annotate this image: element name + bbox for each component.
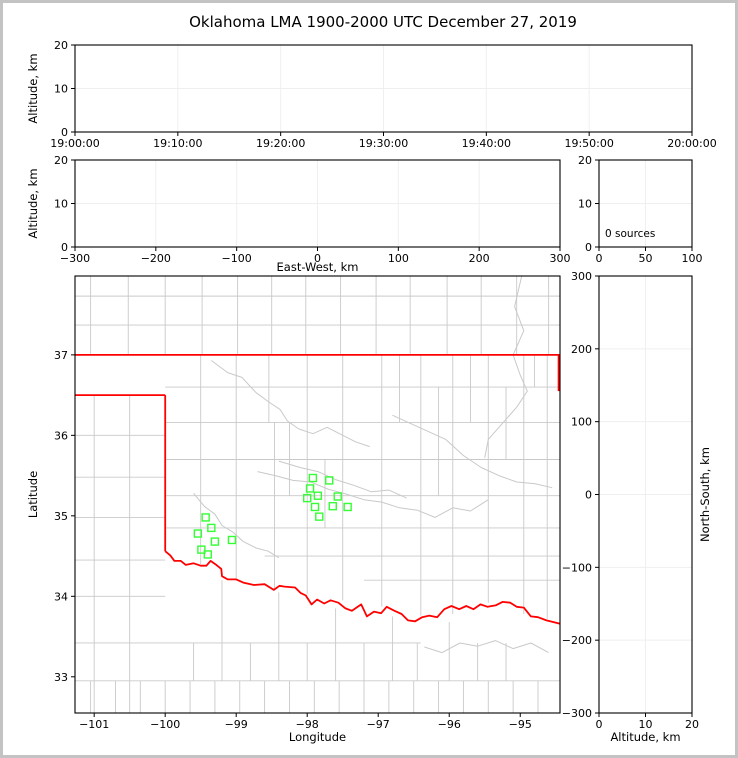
y-tick-label: 36 <box>54 429 68 442</box>
x-tick-label: −300 <box>60 252 90 265</box>
y-tick-label: 20 <box>54 154 68 167</box>
panel-alt-histogram: 0 50 100 0 10 20 0 sources <box>578 154 703 265</box>
y-tick-label: 33 <box>54 671 68 684</box>
river-line <box>193 492 280 559</box>
x-axis-label: East-West, km <box>277 260 359 274</box>
x-tick-label: 100 <box>388 252 409 265</box>
panel-plan-view: −101 −100 −99 −98 −97 −96 −95 33 34 35 36 37 Longitu… <box>26 275 561 744</box>
panel-ns-height: 0 10 20 −300 −200 −100 0 100 200 300 Altitude, km N… <box>562 270 712 744</box>
source-point <box>203 550 212 559</box>
source-point <box>325 476 334 485</box>
x-tick-label: 50 <box>639 252 653 265</box>
river-line <box>278 460 407 499</box>
y-tick-label: 34 <box>54 590 68 603</box>
plot-area: 19:00:00 19:10:00 19:20:00 19:30:00 19:40:00… <box>26 39 717 744</box>
y-tick-label: 35 <box>54 510 68 523</box>
x-tick-label: 19:40:00 <box>462 137 511 150</box>
figure-title: Oklahoma LMA 1900-2000 UTC December 27, … <box>189 13 577 31</box>
y-tick-label: 10 <box>578 198 592 211</box>
y-tick-label: 200 <box>571 343 592 356</box>
x-tick-label: 0 <box>596 718 603 731</box>
source-point <box>343 502 352 512</box>
x-tick-label: 19:20:00 <box>256 137 305 150</box>
y-tick-label: 300 <box>571 270 592 283</box>
y-tick-label: 100 <box>571 416 592 429</box>
x-axis-label: Altitude, km <box>610 730 680 744</box>
x-tick-label: 10 <box>639 718 653 731</box>
y-tick-label: 0 <box>585 489 592 502</box>
y-axis-label-right: North-South, km <box>698 447 712 542</box>
source-point <box>197 545 206 554</box>
y-axis-label: Altitude, km <box>26 53 40 123</box>
map-layers <box>75 276 560 713</box>
x-tick-label: −100 <box>150 718 180 731</box>
x-tick-label: −95 <box>509 718 532 731</box>
source-point <box>313 491 323 500</box>
sources-count-label: 0 sources <box>605 228 655 240</box>
panel-ew-height: −300 −200 −100 0 100 200 300 0 10 20 East-West, km… <box>26 154 571 274</box>
source-point <box>333 492 342 501</box>
y-tick-label: 0 <box>61 241 68 254</box>
river-line <box>392 414 553 489</box>
y-tick-label: 10 <box>54 83 68 96</box>
y-tick-label: 10 <box>54 198 68 211</box>
y-tick-label: 0 <box>585 241 592 254</box>
source-point <box>210 537 220 546</box>
x-tick-label: −97 <box>367 718 390 731</box>
x-tick-label: −96 <box>438 718 461 731</box>
river-line <box>257 471 489 518</box>
panel-border <box>74 275 561 714</box>
y-axis-label: Altitude, km <box>26 168 40 238</box>
x-axis-label: Longitude <box>289 730 346 744</box>
x-tick-label: −100 <box>222 252 252 265</box>
x-tick-label: 19:50:00 <box>564 137 613 150</box>
source-point <box>315 512 324 521</box>
river-line <box>211 360 370 448</box>
river-line <box>484 276 528 458</box>
source-point <box>207 523 216 533</box>
y-tick-label: −100 <box>562 561 592 574</box>
x-tick-label: 100 <box>682 252 703 265</box>
source-point <box>305 484 315 493</box>
x-tick-label: 200 <box>469 252 490 265</box>
y-axis-label: Latitude <box>26 471 40 518</box>
y-tick-label: −300 <box>562 707 592 720</box>
x-tick-label: 20 <box>685 718 699 731</box>
x-tick-label: 0 <box>596 252 603 265</box>
panel-time-height: 19:00:00 19:10:00 19:20:00 19:30:00 19:40:00… <box>26 39 717 150</box>
source-point <box>201 513 210 522</box>
state-border <box>164 550 560 625</box>
source-point <box>308 473 318 483</box>
x-tick-label: −101 <box>79 718 109 731</box>
x-tick-label: 0 <box>314 252 321 265</box>
y-tick-label: 20 <box>54 39 68 52</box>
x-tick-label: 19:30:00 <box>359 137 408 150</box>
x-tick-label: 19:00:00 <box>50 137 99 150</box>
x-tick-label: −200 <box>141 252 171 265</box>
source-point <box>303 493 312 503</box>
x-tick-label: 19:10:00 <box>153 137 202 150</box>
source-point <box>328 501 337 511</box>
x-tick-label: −98 <box>296 718 319 731</box>
river-line <box>424 640 549 654</box>
source-point <box>193 529 203 538</box>
y-tick-label: −200 <box>562 634 592 647</box>
x-tick-label: 20:00:00 <box>667 137 716 150</box>
panel-background <box>75 276 560 713</box>
source-point <box>227 535 237 545</box>
y-tick-label: 37 <box>54 349 68 362</box>
y-tick-label: 0 <box>61 126 68 139</box>
y-tick-label: 20 <box>578 154 592 167</box>
x-tick-label: −99 <box>225 718 248 731</box>
source-point <box>310 502 320 512</box>
x-tick-label: 300 <box>550 252 571 265</box>
